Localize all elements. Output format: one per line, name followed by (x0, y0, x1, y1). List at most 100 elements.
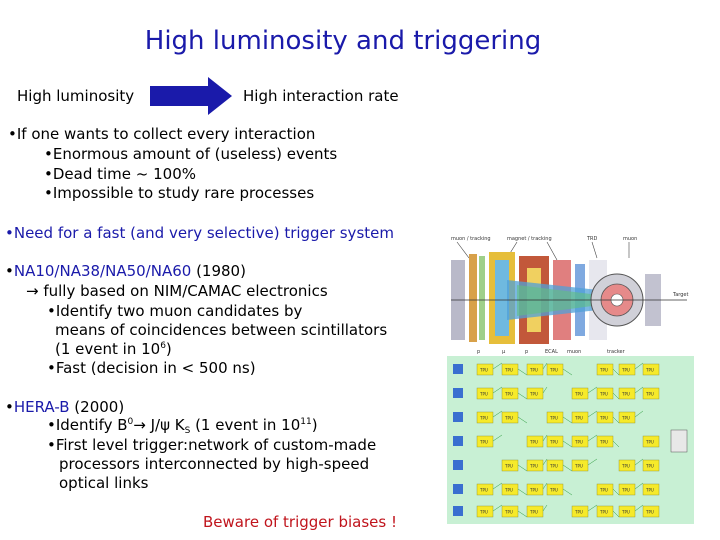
b0-prefix: •Identify B (47, 416, 128, 434)
tpu-label: TPU (504, 510, 513, 515)
bullet-fast-decision: •Fast (decision in < 500 ns) (47, 359, 256, 377)
bullet-hera-b: •HERA-B (2000) (5, 398, 124, 418)
na-year: (1980) (191, 262, 246, 280)
tpu-box (571, 459, 589, 472)
tpu-link (587, 434, 598, 442)
tpu-link (634, 410, 644, 418)
tpu-link (562, 416, 573, 424)
tpu-box (571, 411, 589, 424)
ks-subscript: S (184, 426, 191, 436)
tpu-link (492, 434, 503, 442)
input-port-6 (453, 506, 463, 516)
tpu-label: TPU (574, 464, 583, 469)
tpu-box (571, 435, 589, 448)
slide-title: High luminosity and triggering (144, 26, 542, 56)
tpu-label: TPU (504, 392, 513, 397)
tpu-label: TPU (549, 368, 558, 373)
input-port-1 (453, 388, 463, 398)
tpu-label: TPU (599, 392, 608, 397)
tpu-box (618, 505, 636, 518)
event-rate-prefix: (1 event in 10 (55, 340, 161, 358)
optical-links-line: optical links (59, 474, 149, 492)
tpu-label: TPU (645, 440, 654, 445)
flow-from-label: High luminosity (17, 87, 135, 105)
tpu-link (612, 510, 620, 518)
bullet-dead-time: •Dead time ~ 100% (44, 165, 196, 183)
tpu-box (571, 387, 589, 400)
processors-line: processors interconnected by high-speed (59, 455, 370, 473)
b0-rate-prefix: (1 event in 10 (190, 416, 301, 434)
bullet-marker: • (5, 262, 14, 280)
tpu-box (618, 459, 636, 472)
nim-camac-line: → fully based on NIM/CAMAC electronics (26, 282, 328, 300)
fig-top-label-0: muon / tracking (451, 236, 491, 242)
tpu-link (634, 458, 644, 466)
tpu-box (546, 411, 564, 424)
tpu-label: TPU (479, 488, 488, 493)
tpu-box (546, 483, 564, 496)
tpu-grid: TPU TPU TPU TPU TPU TPU TPU TPU TPU TPU TPU TPU TPU T… (453, 362, 688, 518)
tpu-link (612, 488, 620, 496)
tpu-label: TPU (621, 488, 630, 493)
tpu-box (596, 483, 614, 496)
tpu-label: TPU (529, 510, 538, 515)
tpu-label: TPU (549, 440, 558, 445)
tpu-label: TPU (645, 464, 654, 469)
b0-superscript: 0 (127, 417, 134, 427)
tpu-label: TPU (599, 440, 608, 445)
tpu-link (492, 504, 503, 512)
hera-b-link[interactable]: HERA-B (13, 398, 70, 416)
fig-col-label-2: p (525, 349, 528, 355)
tpu-box (546, 435, 564, 448)
bullet-useless-events: •Enormous amount of (useless) events (44, 145, 338, 163)
tpu-label: TPU (574, 510, 583, 515)
tpu-box (642, 387, 660, 400)
tpu-box (571, 505, 589, 518)
event-rate-line: (1 event in 106) (55, 340, 172, 360)
tpu-link (517, 392, 528, 400)
tpu-label: TPU (645, 368, 654, 373)
tpu-link (542, 482, 548, 490)
bullet-marker: • (5, 398, 14, 416)
tpu-link (517, 416, 528, 424)
tpu-box (596, 505, 614, 518)
tpu-label: TPU (599, 368, 608, 373)
b0-rate-suffix: ) (311, 416, 318, 434)
tpu-link (517, 510, 528, 518)
tpu-link (612, 368, 620, 376)
tpu-box (642, 435, 660, 448)
tpu-label: TPU (599, 488, 608, 493)
na-experiments-link[interactable]: NA10/NA38/NA50/NA60 (13, 262, 192, 280)
tpu-link (587, 504, 598, 512)
tpu-box (618, 387, 636, 400)
tpu-link (612, 440, 620, 448)
bullet-identify-b0: •Identify B0→ J/ψ KS (1 event in 1011) (47, 416, 318, 436)
tpu-label: TPU (574, 440, 583, 445)
event-rate-suffix: ) (165, 340, 172, 358)
fig-col-label-1: μ (502, 349, 506, 355)
input-port-3 (453, 436, 463, 446)
tpu-link (612, 416, 620, 424)
tpu-box (501, 505, 519, 518)
bullet-two-muon: •Identify two muon candidates by (47, 302, 303, 320)
hera-b-detector-figure: muon / tracking magnet / tracking TRD mu… (447, 236, 694, 524)
fig-col-label-0: p (477, 349, 480, 355)
tpu-link (634, 482, 644, 490)
fig-top-label-1: magnet / tracking (507, 236, 552, 242)
tpu-link (612, 392, 620, 400)
tpu-label: TPU (529, 440, 538, 445)
fig-col-label-5: tracker (607, 349, 626, 355)
trigger-decision-box (670, 429, 688, 453)
tpu-label: TPU (479, 368, 488, 373)
tpu-label: TPU (504, 416, 513, 421)
tpu-link (562, 464, 573, 472)
tpu-box (526, 363, 544, 376)
bullet-na-experiments: •NA10/NA38/NA50/NA60 (1980) (5, 262, 246, 282)
tpu-label: TPU (479, 510, 488, 515)
tpu-link (542, 386, 548, 394)
tpu-label: TPU (529, 392, 538, 397)
tpu-box (618, 411, 636, 424)
tpu-label: TPU (549, 416, 558, 421)
b0-decay: → J/ψ K (133, 416, 185, 434)
tpu-label: TPU (479, 440, 488, 445)
